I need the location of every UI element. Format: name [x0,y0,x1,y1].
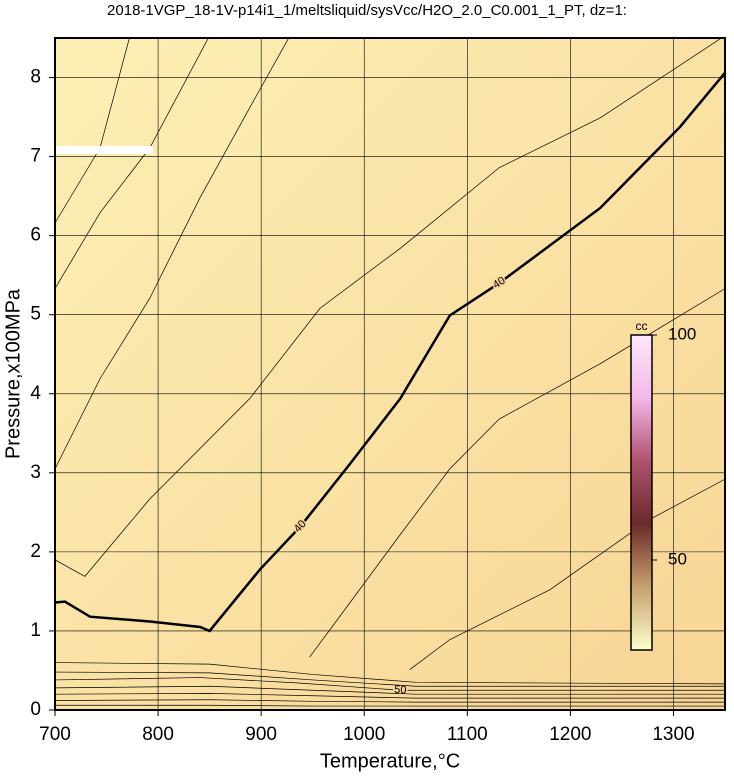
chart-title: 2018-1VGP_18-1V-p14i1_1/meltsliquid/sysV… [107,2,627,19]
y-tick-label: 7 [30,146,41,167]
x-tick-label: 1000 [343,724,385,745]
blank-strip [55,146,153,154]
plot-background [55,38,725,710]
colorbar-label: cc [636,319,648,333]
y-axis-label: Pressure,x100MPa [2,288,24,459]
contour-line [55,662,725,685]
y-tick-label: 4 [30,383,41,404]
contour-line [55,685,725,695]
x-tick-label: 800 [142,724,174,745]
x-tick-label: 1200 [549,724,591,745]
contour-line [309,288,725,658]
y-tick-label: 1 [30,620,41,641]
contour-line [55,699,725,703]
x-tick-label: 1100 [447,724,488,745]
contour-line [55,38,209,289]
x-tick-label: 700 [39,724,71,745]
y-tick-label: 0 [30,699,41,720]
y-tick-label: 5 [30,304,41,325]
y-tick-label: 6 [30,225,41,246]
y-tick-label: 3 [30,462,41,483]
contour-line [55,704,725,707]
plot-frame [54,37,726,711]
x-tick-label: 1300 [652,724,694,745]
x-axis-label: Temperature,°C [320,750,460,772]
y-tick-label: 2 [30,541,41,562]
colorbar-tick-label: 50 [668,549,687,568]
contour-line [55,677,725,691]
contour-line [55,671,725,687]
contour-line [55,38,723,577]
contour-line [55,693,725,699]
contour-line [55,71,725,633]
colorbar-tick-label: 100 [668,324,696,343]
x-tick-label: 900 [245,724,277,745]
contour-line [55,38,290,470]
y-tick-label: 8 [30,67,41,88]
colorbar [630,334,653,651]
contour-line [409,478,725,670]
